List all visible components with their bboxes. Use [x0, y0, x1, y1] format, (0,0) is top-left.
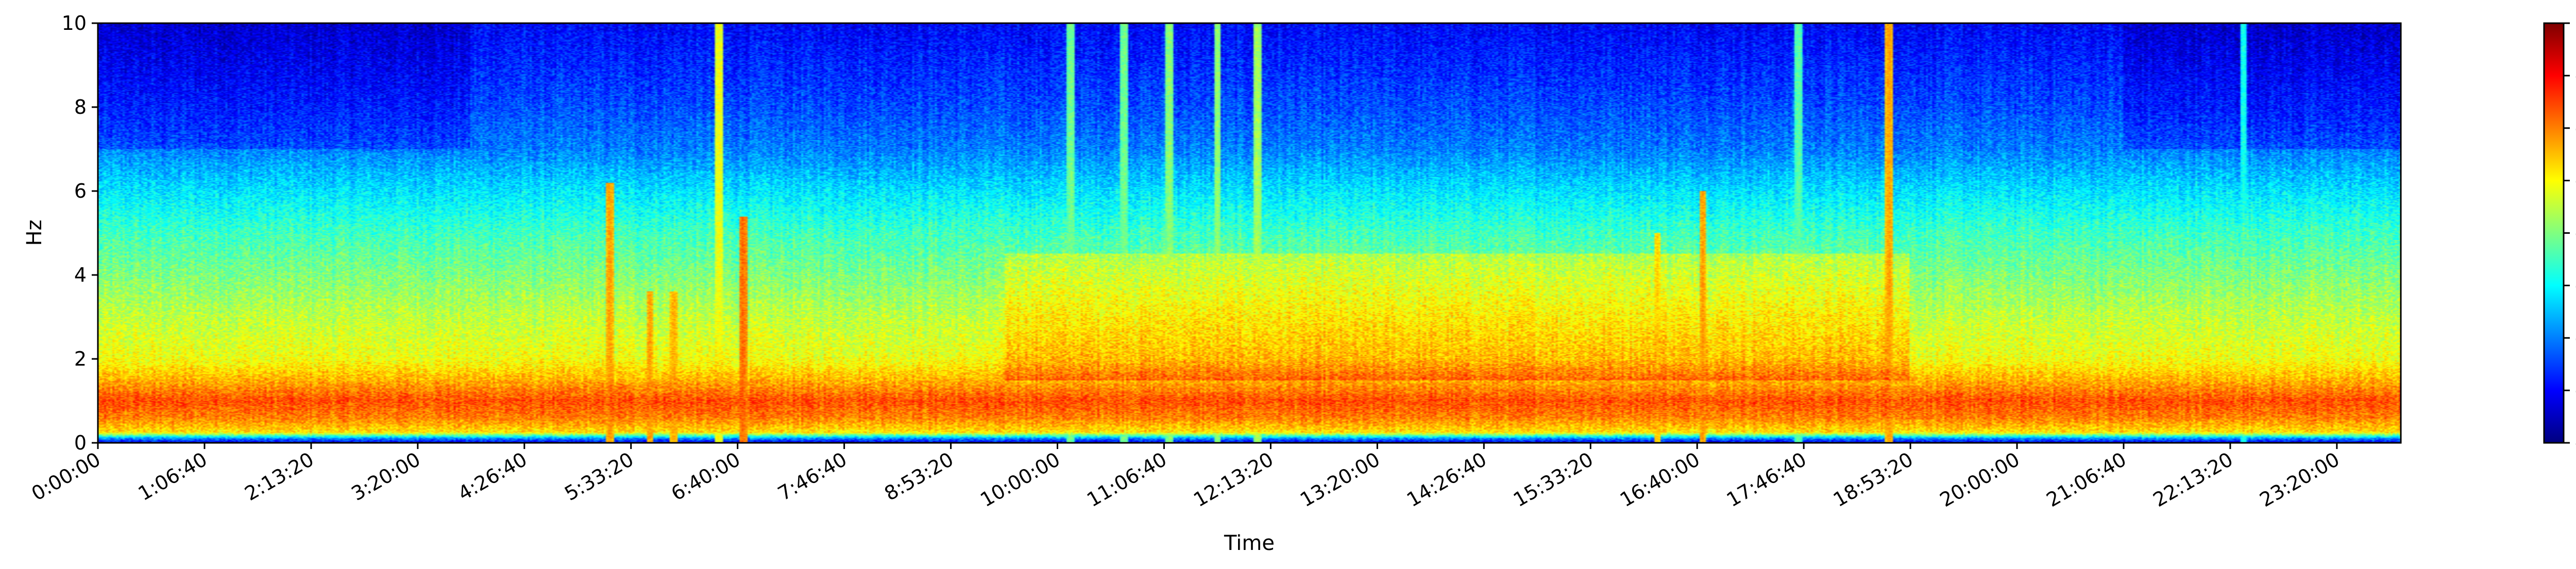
y-tick-label: 4 — [74, 264, 87, 286]
x-tick-label: 13:20:00 — [1296, 448, 1384, 511]
spectrogram-plot-area — [97, 22, 2402, 444]
x-tick-label: 18:53:20 — [1829, 448, 1917, 511]
x-tick-label: 15:33:20 — [1510, 448, 1597, 511]
y-tick-label: 10 — [62, 12, 87, 35]
colorbar-tick-label: -50 dB — [2575, 274, 2576, 297]
colorbar-tick-label: -80 dB — [2575, 432, 2576, 454]
x-axis-label: Time — [1224, 531, 1275, 555]
colorbar-tick-label: -70 dB — [2575, 379, 2576, 402]
x-tick-label: 1:06:40 — [134, 448, 211, 505]
x-tick-label: 20:00:00 — [1936, 448, 2024, 511]
colorbar-tick-label: -20 dB — [2575, 117, 2576, 140]
x-tick-label: 16:40:00 — [1616, 448, 1704, 511]
x-tick-label: 23:20:00 — [2256, 448, 2344, 511]
x-tick-label: 3:20:00 — [347, 448, 424, 505]
plot-frame — [97, 22, 2402, 444]
x-tick-label: 4:26:40 — [454, 448, 531, 505]
x-tick-label: 11:06:40 — [1083, 448, 1171, 511]
y-tick-label: 6 — [74, 180, 87, 202]
x-tick-label: 0:00:00 — [28, 448, 105, 505]
colorbar-tick-label: -30 dB — [2575, 169, 2576, 192]
x-tick-label: 12:13:20 — [1190, 448, 1277, 511]
colorbar-tick-label: -60 dB — [2575, 326, 2576, 349]
y-tick-label: 0 — [74, 432, 87, 454]
colorbar-tick-label: +0 dB — [2575, 12, 2576, 35]
y-tick-label: 2 — [74, 348, 87, 370]
y-axis-label: Hz — [23, 219, 46, 246]
x-tick-label: 8:53:20 — [880, 448, 957, 505]
spectrogram-heatmap — [98, 23, 2401, 443]
colorbar-ticks: +0 dB -10 dB -20 dB -30 dB -40 dB -50 dB -60 d… — [2564, 12, 2576, 454]
colorbar-gradient — [2543, 22, 2565, 444]
colorbar: +0 dB -10 dB -20 dB -30 dB -40 dB -50 dB -60 d… — [2543, 12, 2576, 454]
y-axis: 0 2 4 6 8 10 — [62, 12, 98, 454]
colorbar-tick-label: -40 dB — [2575, 222, 2576, 245]
colorbar-tick-label: -10 dB — [2575, 64, 2576, 87]
x-tick-label: 2:13:20 — [241, 448, 318, 505]
x-tick-label: 21:06:40 — [2043, 448, 2130, 511]
x-tick-label: 10:00:00 — [976, 448, 1064, 511]
x-tick-label: 17:46:40 — [1723, 448, 1810, 511]
x-tick-label: 22:13:20 — [2149, 448, 2237, 511]
x-axis: 0:00:00 1:06:40 2:13:20 3:20:00 4:26:40 5:33:… — [28, 443, 2344, 511]
x-tick-label: 14:26:40 — [1403, 448, 1490, 511]
x-tick-label: 5:33:20 — [561, 448, 637, 505]
x-tick-label: 7:46:40 — [774, 448, 851, 505]
y-tick-label: 8 — [74, 96, 87, 118]
x-tick-label: 6:40:00 — [667, 448, 744, 505]
